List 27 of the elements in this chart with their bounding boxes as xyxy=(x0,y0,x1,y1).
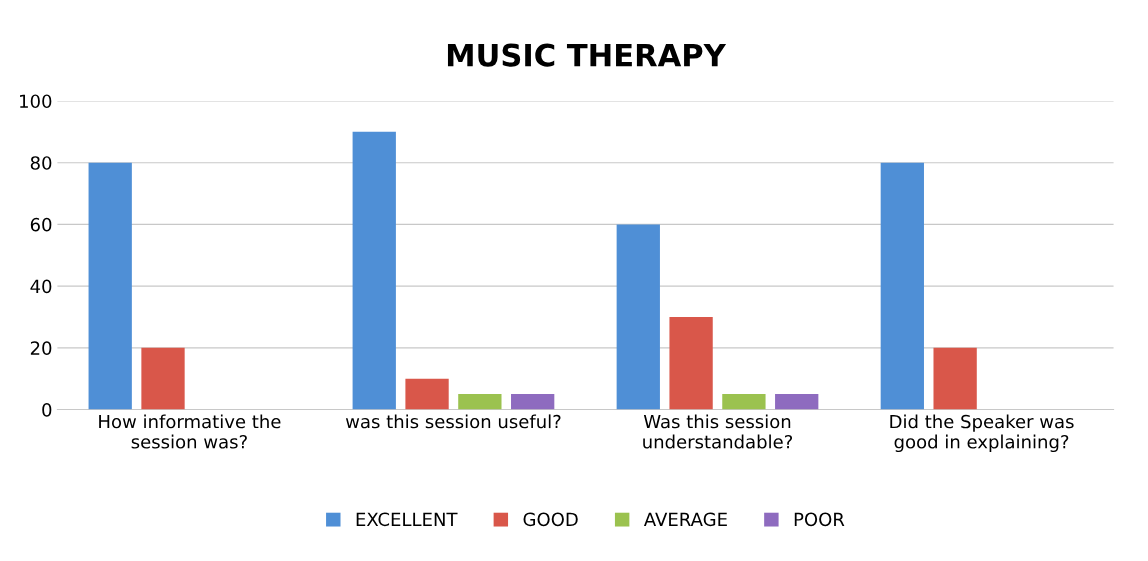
bar xyxy=(616,224,660,410)
legend-label: GOOD xyxy=(523,512,578,527)
x-tick-label: Was this session understandable? xyxy=(643,414,793,449)
x-tick-label: How informative the session was? xyxy=(99,414,281,449)
bar xyxy=(933,347,977,410)
chart-title: MUSIC THERAPY xyxy=(447,43,727,67)
x-tick-label: Did the Speaker was good in explaining? xyxy=(890,414,1074,453)
bar xyxy=(458,394,502,410)
legend-label: POOR xyxy=(794,512,845,527)
legend-label: AVERAGE xyxy=(643,512,727,527)
bar xyxy=(880,162,924,410)
bar xyxy=(88,162,132,410)
y-tick-label: 40 xyxy=(30,279,52,294)
bar xyxy=(511,394,555,410)
bar xyxy=(722,394,766,410)
bar xyxy=(669,316,713,410)
legend-label: EXCELLENT xyxy=(356,512,458,527)
bar xyxy=(775,394,819,410)
y-tick-label: 0 xyxy=(42,402,52,417)
y-tick-label: 20 xyxy=(30,341,52,355)
x-tick-label: was this session useful? xyxy=(345,414,561,429)
bar xyxy=(352,131,396,410)
bar xyxy=(141,347,185,410)
y-tick-label: 60 xyxy=(30,217,52,232)
y-tick-label: 100 xyxy=(20,94,52,109)
bar xyxy=(405,378,449,410)
y-tick-label: 80 xyxy=(30,156,52,170)
